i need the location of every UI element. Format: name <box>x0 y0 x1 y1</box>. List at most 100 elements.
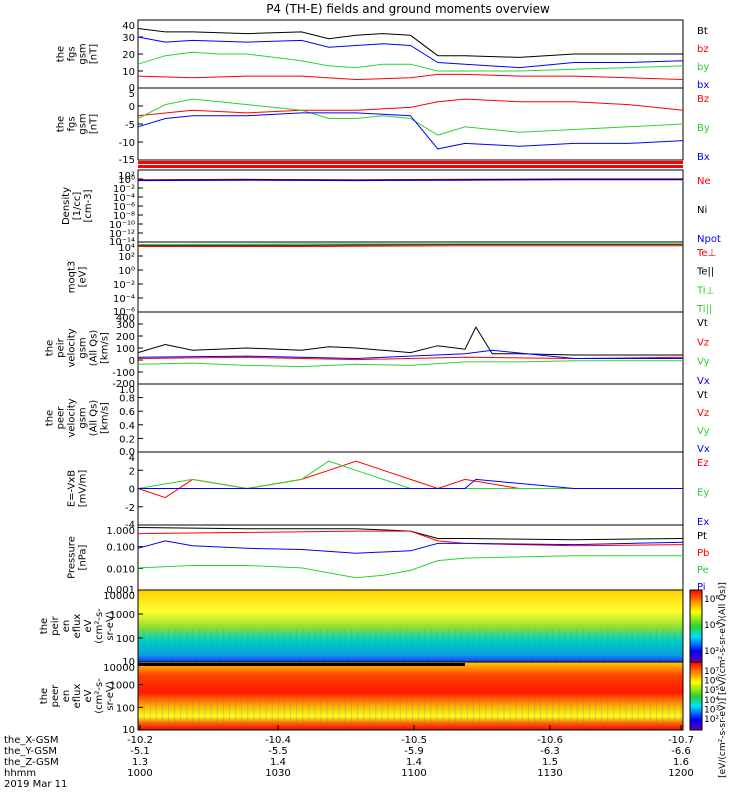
y-tick-label: 2 <box>129 466 135 477</box>
y-axis-label: [1/cc] <box>72 192 83 221</box>
y-tick-label: 10² <box>118 171 135 182</box>
y-tick-label: 10⁰ <box>118 266 135 277</box>
y-axis-label: gsm <box>78 337 89 358</box>
legend-entry: Vy <box>697 426 710 437</box>
panel-9: 10000 1000 100 10 the peer en eflux eV (cm²-s-sr-… <box>39 661 719 736</box>
legend-entry: Vy <box>697 357 710 368</box>
y-tick-label: 20 <box>122 50 135 61</box>
y-tick-label: 100 <box>116 634 135 645</box>
y-tick-label: 10⁻¹⁰ <box>109 220 135 231</box>
date-label: 2019 Mar 11 <box>4 779 67 790</box>
y-tick-label: 100 <box>116 344 135 355</box>
x-row-label: the_X-GSM <box>4 735 58 746</box>
y-tick-label: -200 <box>112 379 135 390</box>
series-line-Ti <box>138 244 683 246</box>
panel-frame <box>137 241 684 313</box>
y-axis-label: en <box>61 690 72 703</box>
y-tick-label: 1000 <box>110 610 135 621</box>
fill-line <box>138 663 465 666</box>
panel-1: 5 0 -5 -10 -15 the fgs gsm [nT] Bz By Bx <box>56 87 710 166</box>
y-tick-label: 10⁻⁴ <box>113 294 135 305</box>
y-tick-label: 300 <box>116 320 135 331</box>
legend-entry: Pi <box>697 582 706 593</box>
panel-frame <box>137 311 684 385</box>
y-tick-label: 30 <box>122 33 135 44</box>
y-tick-label: 0.010 <box>106 564 135 575</box>
series-line-Ti2 <box>137 243 683 245</box>
colorbar-tick-label: 10² <box>704 647 719 657</box>
series-line-Ey <box>137 460 683 490</box>
y-axis-label: moqt3 <box>67 261 78 294</box>
y-tick-label: 1.0 <box>119 385 135 396</box>
y-axis-label: en <box>61 620 72 633</box>
y-tick-label: -10 <box>119 138 135 149</box>
y-tick-label: 0.6 <box>119 407 135 418</box>
y-axis-label: E=-VxB <box>67 470 78 507</box>
y-tick-label: 10 <box>122 67 135 78</box>
y-axis-label: eflux <box>72 684 83 709</box>
colorbar <box>689 661 703 731</box>
y-axis-label: gsm <box>78 43 89 64</box>
y-axis-label: (All Qs) <box>89 400 100 437</box>
y-tick-label: 10000 <box>103 663 135 674</box>
y-tick-label: 1.000 <box>106 526 135 537</box>
legend-entry: Vz <box>697 408 709 419</box>
y-axis-label: gsm <box>78 113 89 134</box>
y-tick-label: 40 <box>122 21 135 32</box>
y-axis-label: gsm <box>78 407 89 428</box>
y-axis-label: [cm-3] <box>83 189 94 222</box>
y-axis-label: velocity <box>67 328 78 367</box>
y-tick-label: 0.2 <box>119 434 135 445</box>
series-line-Bz <box>137 98 684 117</box>
x-tick-label: -10.4 <box>265 735 291 746</box>
status-bar-red <box>138 161 683 164</box>
y-axis-label: [mV/m] <box>78 470 89 508</box>
legend-entry: bx <box>697 80 709 91</box>
y-axis-label: peer <box>50 684 61 708</box>
series-line-bx <box>137 36 684 69</box>
y-tick-label: 10⁻⁶ <box>113 307 135 318</box>
legend-entry: Te|| <box>696 267 714 278</box>
y-tick-label: 0 <box>129 102 135 113</box>
y-tick-label: 10 <box>122 657 135 668</box>
y-axis-label: [nPa] <box>78 544 89 570</box>
x-axis: [eV/(cm²-s-sr-eV)] [eV/(cm²-s-sr-eV)(All… <box>4 582 728 790</box>
legend-entry: Ne <box>697 176 711 187</box>
series-line-Pb <box>137 530 684 547</box>
x-tick-label: 1.5 <box>542 757 558 768</box>
y-tick-label: -5 <box>125 120 135 131</box>
y-axis-label: eV <box>83 689 94 702</box>
y-axis-label: [eV] <box>78 267 89 288</box>
y-tick-label: 5 <box>129 89 135 100</box>
y-tick-label: 10⁻² <box>113 184 135 195</box>
x-tick-label: 1000 <box>127 768 152 779</box>
y-axis-label: the <box>56 46 67 62</box>
x-row-label: hhmm <box>4 768 36 779</box>
x-tick-label: 1.4 <box>406 757 422 768</box>
spectrogram-8 <box>138 590 683 662</box>
legend-entry: Bz <box>697 94 709 105</box>
y-tick-label: 10² <box>118 252 135 263</box>
colorbar-label: [eV/(cm²-s-sr-eV)] [eV/(cm²-s-sr-eV)(All… <box>718 582 728 778</box>
y-tick-label: 10⁻⁸ <box>113 211 135 222</box>
y-axis-label: Density <box>61 187 72 225</box>
y-tick-label: 0.100 <box>106 543 135 554</box>
series-line-Ez <box>137 460 683 499</box>
legend-entry: By <box>697 123 710 134</box>
y-axis-label: the <box>39 688 50 704</box>
series-line-by <box>137 51 684 72</box>
legend-entry: Ni <box>697 205 707 216</box>
series-line-Vy <box>137 360 683 368</box>
series-line-Bx <box>137 112 684 150</box>
y-tick-label: 1000 <box>110 681 135 692</box>
legend-entry: Pt <box>697 531 707 542</box>
legend-entry: Bt <box>697 26 708 37</box>
x-tick-label: 1.3 <box>132 757 148 768</box>
colorbar-tick-label: 10⁷ <box>704 667 719 677</box>
legend-entry: bz <box>697 44 709 55</box>
colorbar-tick-label: 10⁶ <box>704 677 719 687</box>
y-tick-label: 0 <box>129 83 135 94</box>
series-line-Vt <box>137 326 683 356</box>
